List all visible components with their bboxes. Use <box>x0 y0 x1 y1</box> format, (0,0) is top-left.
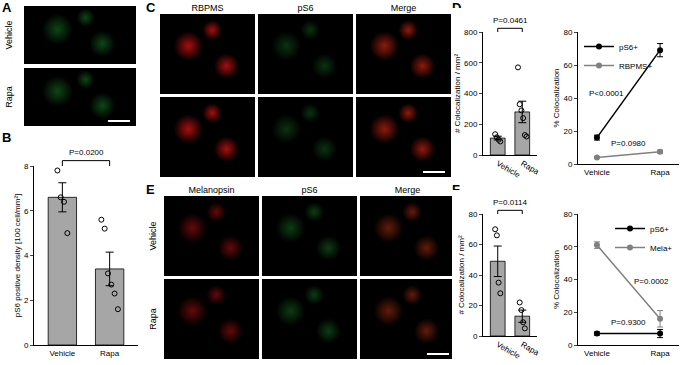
svg-text:200: 200 <box>464 120 478 129</box>
svg-text:pS6+: pS6+ <box>650 225 669 234</box>
svg-text:20: 20 <box>563 127 572 136</box>
html-text:D: D <box>452 0 462 15</box>
html-text:Merge: Merge <box>390 3 417 13</box>
svg-text:8: 8 <box>24 162 29 171</box>
svg-text:600: 600 <box>464 59 478 68</box>
svg-text:20: 20 <box>563 308 572 317</box>
svg-text:60: 60 <box>563 243 572 252</box>
html-text:Melanopsin: Melanopsin <box>188 185 235 195</box>
svg-text:Rapa: Rapa <box>519 340 541 358</box>
svg-text:Vehicle: Vehicle <box>495 159 522 180</box>
html-text:E: E <box>146 182 155 197</box>
svg-text:P=0.0114: P=0.0114 <box>493 198 527 207</box>
svg-text:Vehicle: Vehicle <box>584 349 610 358</box>
html-text:Rapa: Rapa <box>148 308 158 330</box>
svg-text:20: 20 <box>468 301 477 310</box>
svg-text:0: 0 <box>24 341 29 350</box>
html-text:pS6: pS6 <box>297 3 314 13</box>
svg-text:P=0.0002: P=0.0002 <box>634 277 669 286</box>
svg-text:40: 40 <box>468 271 477 280</box>
svg-text:80: 80 <box>468 210 477 219</box>
svg-text:Vehicle: Vehicle <box>584 168 610 177</box>
svg-text:800: 800 <box>464 28 478 37</box>
svg-text:# Colocalization / mm²: # Colocalization / mm² <box>453 54 462 133</box>
svg-text:Rapa: Rapa <box>100 349 120 358</box>
svg-text:0: 0 <box>568 160 573 169</box>
svg-text:60: 60 <box>563 61 572 70</box>
svg-text:80: 80 <box>563 28 572 37</box>
svg-text:P=0.9300: P=0.9300 <box>611 318 646 327</box>
svg-text:6: 6 <box>24 207 29 216</box>
svg-text:P=0.0980: P=0.0980 <box>611 139 646 148</box>
svg-text:40: 40 <box>563 94 572 103</box>
svg-text:pS6 positive density [100 cell: pS6 positive density [100 cell/mm²] <box>13 194 22 318</box>
html-text:B: B <box>2 130 12 145</box>
svg-text:Vehicle: Vehicle <box>49 349 75 358</box>
svg-text:pS6+: pS6+ <box>619 43 638 52</box>
svg-text:Rapa: Rapa <box>650 168 670 177</box>
svg-text:% Colocalization: % Colocalization <box>552 250 561 309</box>
svg-text:Mela+: Mela+ <box>650 244 672 253</box>
svg-text:0: 0 <box>473 151 478 160</box>
html-text:Vehicle: Vehicle <box>148 221 158 251</box>
svg-text:2: 2 <box>24 296 29 305</box>
svg-text:0: 0 <box>568 341 573 350</box>
html-text:Rapa: Rapa <box>4 86 14 108</box>
svg-text:# Colocalization / mm²: # Colocalization / mm² <box>457 235 466 314</box>
svg-text:Rapa: Rapa <box>519 159 541 177</box>
html-text:pS6: pS6 <box>301 185 318 195</box>
html-text:A: A <box>2 0 12 15</box>
svg-text:4: 4 <box>24 251 29 260</box>
html-text:Vehicle: Vehicle <box>4 20 14 50</box>
html-text:Merge: Merge <box>394 185 421 195</box>
html-text:C: C <box>146 0 156 15</box>
svg-text:RBPMS+: RBPMS+ <box>619 62 652 71</box>
html-text:RBPMS: RBPMS <box>191 3 224 13</box>
svg-text:60: 60 <box>468 240 477 249</box>
svg-text:% Colocalization: % Colocalization <box>552 68 561 127</box>
svg-text:80: 80 <box>563 210 572 219</box>
svg-text:0: 0 <box>473 332 478 341</box>
svg-text:P<0.0001: P<0.0001 <box>589 89 624 98</box>
svg-text:400: 400 <box>464 89 478 98</box>
svg-text:P=0.0461: P=0.0461 <box>493 16 528 25</box>
html-text:F: F <box>452 182 460 197</box>
svg-text:P=0.0200: P=0.0200 <box>69 148 104 157</box>
svg-text:Rapa: Rapa <box>650 349 670 358</box>
svg-text:40: 40 <box>563 275 572 284</box>
svg-text:Vehicle: Vehicle <box>495 340 522 361</box>
